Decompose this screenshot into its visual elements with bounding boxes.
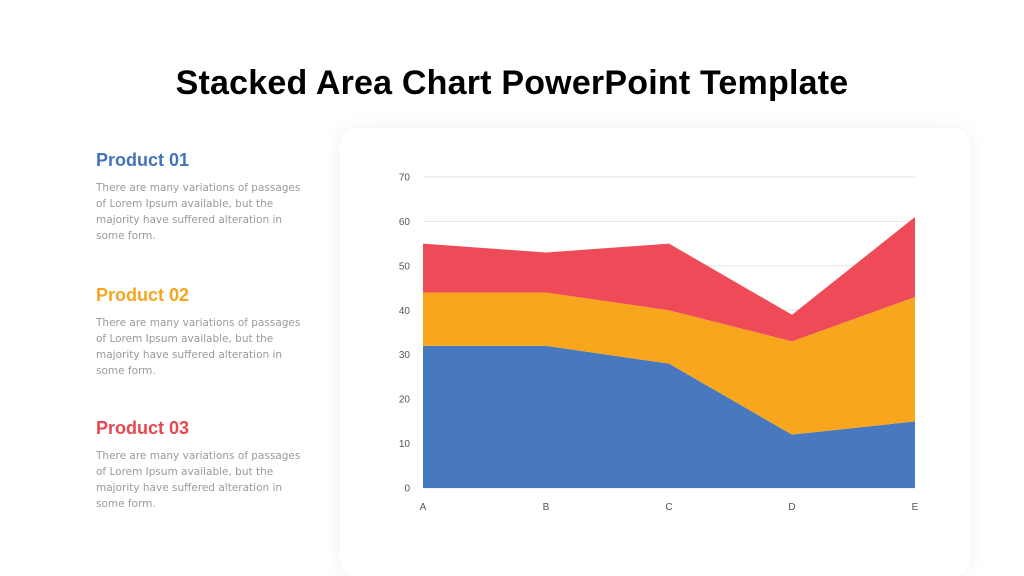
- area-series-3: [423, 216, 915, 342]
- product-2-description: There are many variations of passages of…: [96, 317, 301, 377]
- product-2-name: Product 02: [96, 285, 190, 305]
- x-tick-label: D: [788, 502, 795, 513]
- product-block-1: Product 01 There are many variations of …: [96, 150, 316, 244]
- x-tick-label: E: [912, 502, 919, 513]
- area-series-2: [423, 292, 915, 435]
- product-1-name: Product 01: [96, 150, 190, 170]
- product-3-name: Product 03: [96, 418, 190, 438]
- y-tick-label: 10: [399, 439, 411, 450]
- y-tick-label: 20: [399, 395, 411, 406]
- area-series-1: [423, 345, 915, 488]
- page-title: Stacked Area Chart PowerPoint Template: [175, 64, 849, 102]
- y-tick-label: 0: [404, 484, 410, 495]
- product-block-3: Product 03 There are many variations of …: [96, 418, 316, 512]
- y-tick-label: 50: [399, 261, 411, 272]
- product-1-description: There are many variations of passages of…: [96, 182, 301, 242]
- y-tick-label: 40: [399, 306, 411, 317]
- x-tick-label: B: [543, 502, 550, 513]
- x-tick-label: A: [420, 502, 427, 513]
- product-3-description: There are many variations of passages of…: [96, 450, 301, 510]
- product-block-2: Product 02 There are many variations of …: [96, 285, 316, 379]
- y-tick-label: 60: [399, 217, 411, 228]
- y-tick-label: 30: [399, 350, 411, 361]
- x-tick-label: C: [665, 502, 672, 513]
- y-tick-label: 70: [399, 173, 411, 184]
